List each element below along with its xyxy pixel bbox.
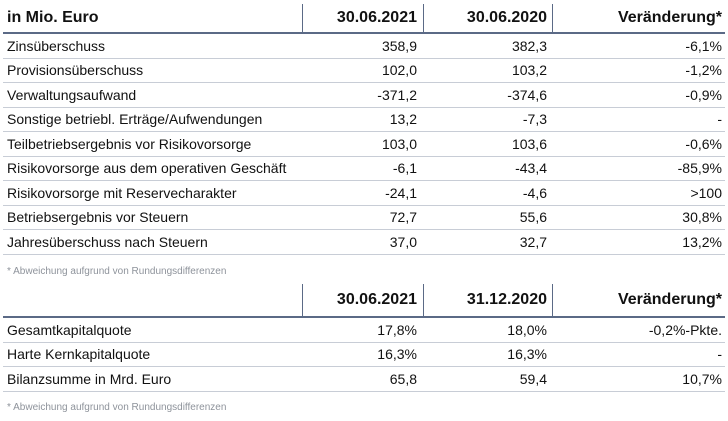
cell-change: 30,8% <box>682 209 722 226</box>
column-divider <box>552 284 553 316</box>
cell-value: 59,4 <box>519 370 547 387</box>
cell-change: -0,2%-Pkte. <box>648 321 722 338</box>
table-row: Sonstige betriebl. Erträge/Aufwendungen … <box>3 108 725 132</box>
table-row: Harte Kernkapitalquote 16,3% 16,3% - <box>3 343 725 367</box>
cell-value: 72,7 <box>389 209 417 226</box>
column-divider <box>302 284 303 316</box>
footnote: * Abweichung aufgrund von Rundungsdiffer… <box>7 266 227 277</box>
table-row: Provisionsüberschuss 102,0 103,2 -1,2% <box>3 59 725 83</box>
capital-table: 30.06.2021 31.12.2020 Veränderung* Gesam… <box>3 284 725 392</box>
table-header: 30.06.2021 31.12.2020 Veränderung* <box>3 284 725 318</box>
table-header: in Mio. Euro 30.06.2021 30.06.2020 Verän… <box>3 4 725 34</box>
header-col-3: Veränderung* <box>617 9 722 26</box>
cell-value: 13,2 <box>389 111 417 128</box>
header-label: in Mio. Euro <box>7 9 99 26</box>
cell-change: -6,1% <box>685 37 722 54</box>
header-col-3: Veränderung* <box>617 291 722 308</box>
cell-value: -4,6 <box>522 184 547 201</box>
row-label: Risikovorsorge aus dem operativen Geschä… <box>7 160 287 177</box>
table-row: Jahresüberschuss nach Steuern 37,0 32,7 … <box>3 230 725 255</box>
cell-value: -374,6 <box>507 86 547 103</box>
header-col-2: 31.12.2020 <box>466 291 547 308</box>
column-divider <box>302 4 303 32</box>
row-label: Jahresüberschuss nach Steuern <box>7 233 208 250</box>
cell-value: -371,2 <box>377 86 417 103</box>
cell-value: 37,0 <box>389 233 417 250</box>
cell-change: -0,9% <box>685 86 722 103</box>
cell-value: 358,9 <box>381 37 417 54</box>
table-row: Verwaltungsaufwand -371,2 -374,6 -0,9% <box>3 83 725 108</box>
cell-value: 16,3% <box>507 346 547 363</box>
cell-value: -7,3 <box>522 111 547 128</box>
row-label: Bilanzsumme in Mrd. Euro <box>7 370 172 387</box>
row-label: Teilbetriebsergebnis vor Risikovorsorge <box>7 135 252 152</box>
header-col-1: 30.06.2021 <box>336 291 417 308</box>
cell-change: - <box>717 346 722 363</box>
table-row: Teilbetriebsergebnis vor Risikovorsorge … <box>3 132 725 157</box>
cell-change: 10,7% <box>682 370 722 387</box>
cell-value: 382,3 <box>511 37 547 54</box>
cell-value: 65,8 <box>389 370 417 387</box>
table-row: Risikovorsorge mit Reservecharakter -24,… <box>3 181 725 206</box>
row-label: Verwaltungsaufwand <box>7 86 137 103</box>
cell-value: 102,0 <box>381 62 417 79</box>
cell-value: 18,0% <box>507 321 547 338</box>
column-divider <box>423 4 424 32</box>
table-row: Risikovorsorge aus dem operativen Geschä… <box>3 157 725 181</box>
cell-value: 103,2 <box>511 62 547 79</box>
row-label: Betriebsergebnis vor Steuern <box>7 209 189 226</box>
cell-change: -0,6% <box>685 135 722 152</box>
cell-value: 103,0 <box>381 135 417 152</box>
table-row: Bilanzsumme in Mrd. Euro 65,8 59,4 10,7% <box>3 367 725 392</box>
row-label: Gesamtkapitalquote <box>7 321 132 338</box>
table-row: Betriebsergebnis vor Steuern 72,7 55,6 3… <box>3 206 725 230</box>
row-label: Provisionsüberschuss <box>7 62 144 79</box>
cell-change: >100 <box>690 184 722 201</box>
results-table: in Mio. Euro 30.06.2021 30.06.2020 Verän… <box>3 4 725 255</box>
footnote: * Abweichung aufgrund von Rundungsdiffer… <box>7 402 227 413</box>
cell-change: -1,2% <box>685 62 722 79</box>
column-divider <box>423 284 424 316</box>
cell-value: -6,1 <box>392 160 417 177</box>
header-col-1: 30.06.2021 <box>336 9 417 26</box>
row-label: Sonstige betriebl. Erträge/Aufwendungen <box>7 111 263 128</box>
cell-value: -24,1 <box>385 184 417 201</box>
row-label: Risikovorsorge mit Reservecharakter <box>7 184 237 201</box>
cell-value: 17,8% <box>377 321 417 338</box>
cell-value: -43,4 <box>515 160 547 177</box>
cell-value: 55,6 <box>519 209 547 226</box>
cell-value: 32,7 <box>519 233 547 250</box>
header-col-2: 30.06.2020 <box>466 9 547 26</box>
cell-value: 16,3% <box>377 346 417 363</box>
row-label: Harte Kernkapitalquote <box>7 346 151 363</box>
cell-change: - <box>717 111 722 128</box>
cell-change: 13,2% <box>682 233 722 250</box>
table-row: Zinsüberschuss 358,9 382,3 -6,1% <box>3 34 725 59</box>
column-divider <box>552 4 553 32</box>
cell-change: -85,9% <box>677 160 722 177</box>
row-label: Zinsüberschuss <box>7 37 106 54</box>
table-row: Gesamtkapitalquote 17,8% 18,0% -0,2%-Pkt… <box>3 318 725 343</box>
cell-value: 103,6 <box>511 135 547 152</box>
header-label <box>7 284 307 316</box>
